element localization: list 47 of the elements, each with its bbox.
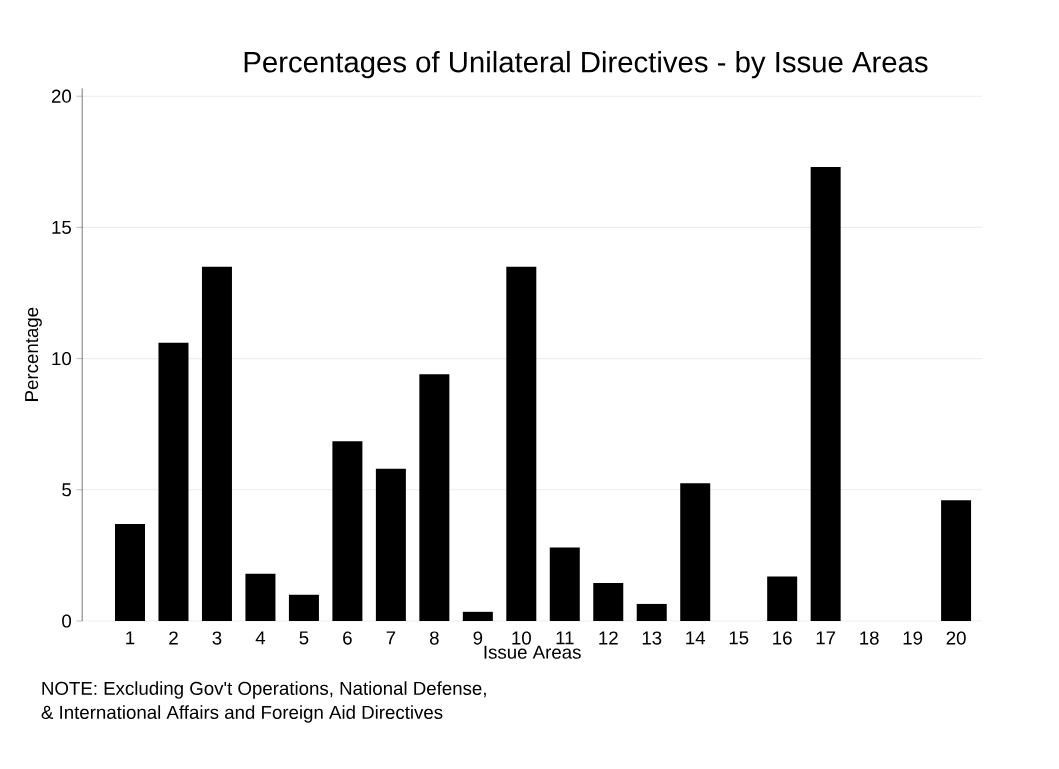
bar bbox=[332, 441, 363, 621]
bar bbox=[941, 500, 972, 621]
bar bbox=[201, 266, 232, 621]
bar bbox=[115, 523, 145, 621]
bar bbox=[462, 611, 493, 621]
x-tick-label: 12 bbox=[599, 631, 618, 645]
x-tick-label: 8 bbox=[429, 631, 439, 645]
x-tick-label: 20 bbox=[946, 631, 966, 645]
x-tick-label: 4 bbox=[255, 631, 266, 645]
bar bbox=[375, 468, 406, 621]
y-tick-label: 10 bbox=[52, 351, 72, 366]
x-tick-label: 18 bbox=[860, 631, 879, 645]
x-tick-label: 1 bbox=[126, 631, 135, 645]
x-tick-label: 6 bbox=[343, 631, 352, 645]
bar bbox=[288, 594, 319, 621]
bar bbox=[549, 547, 580, 621]
bar bbox=[245, 573, 276, 621]
y-tick-label: 0 bbox=[62, 614, 72, 628]
bar bbox=[767, 576, 798, 621]
chart-title: Percentages of Unilateral Directives - by Issue Areas bbox=[244, 50, 928, 79]
y-axis-title: Percentage bbox=[25, 307, 42, 401]
y-tick-label: 5 bbox=[62, 483, 71, 497]
x-tick-label: 9 bbox=[473, 631, 483, 645]
x-tick-label: 13 bbox=[642, 631, 662, 645]
x-tick-label: 15 bbox=[729, 631, 749, 645]
bar bbox=[810, 167, 841, 621]
bar bbox=[680, 483, 711, 621]
bar bbox=[158, 342, 189, 621]
x-tick-label: 3 bbox=[212, 631, 222, 645]
x-tick-label: 11 bbox=[556, 631, 574, 645]
x-tick-label: 10 bbox=[512, 631, 531, 645]
bar bbox=[506, 266, 537, 621]
bar bbox=[636, 603, 667, 621]
bar bbox=[593, 582, 624, 621]
x-tick-label: 17 bbox=[816, 631, 836, 645]
text: NOTE: Excluding Gov't Operations, National Defense, bbox=[42, 681, 486, 699]
text: & International Affairs and Foreign Aid Directives bbox=[41, 705, 443, 723]
x-tick-label: 5 bbox=[299, 631, 309, 645]
y-tick-label: 20 bbox=[51, 89, 72, 103]
x-tick-label: 2 bbox=[169, 631, 178, 645]
x-tick-label: 14 bbox=[686, 631, 706, 645]
x-tick-label: 16 bbox=[773, 631, 792, 645]
x-axis-title: Issue Areas bbox=[484, 645, 581, 659]
y-tick-label: 15 bbox=[52, 220, 71, 234]
bar bbox=[419, 374, 450, 621]
x-tick-label: 7 bbox=[386, 631, 396, 645]
x-tick-label: 19 bbox=[903, 631, 923, 645]
